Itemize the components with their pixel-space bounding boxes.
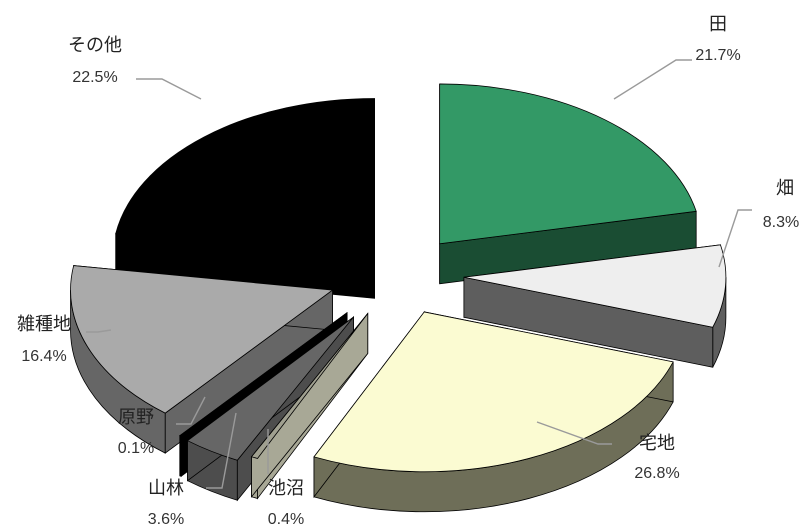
pie-slice-sonota bbox=[115, 98, 375, 299]
label-ta-name: 田 bbox=[709, 14, 727, 35]
label-takuchi-name: 宅地 bbox=[639, 433, 675, 454]
slice-labels: 田 21.7% 畑 8.3% 宅地 26.8% 池沼 0.4% 山林 3.6% … bbox=[17, 14, 799, 528]
pie-slice-top-sonota bbox=[115, 98, 375, 259]
label-hatake-name: 畑 bbox=[776, 178, 794, 199]
label-genya-name: 原野 bbox=[118, 407, 154, 428]
pie-slice-ta bbox=[439, 83, 697, 285]
pie-slice-zasshuchi bbox=[70, 265, 334, 454]
label-takuchi-value: 26.8% bbox=[634, 465, 679, 482]
pie-slice-chisho bbox=[250, 312, 369, 500]
pie-slice-top-zasshuchi bbox=[70, 265, 334, 414]
label-chisho-value: 0.4% bbox=[268, 511, 304, 528]
label-hatake-value: 8.3% bbox=[763, 214, 799, 231]
label-ta-value: 21.7% bbox=[695, 47, 740, 64]
pie-slice-tops bbox=[70, 83, 727, 513]
label-zasshuchi-value: 16.4% bbox=[21, 348, 66, 365]
leader-line-sonota bbox=[136, 78, 202, 100]
label-sanrin-name: 山林 bbox=[148, 478, 184, 499]
pie-slice-top-sanrin bbox=[186, 316, 354, 461]
label-sonota-value: 22.5% bbox=[72, 69, 117, 86]
leader-line-takuchi bbox=[536, 421, 612, 445]
label-zasshuchi-name: 雑種地 bbox=[17, 314, 71, 335]
pie-slice-top-chisho bbox=[250, 313, 369, 459]
leader-line-hatake bbox=[718, 209, 752, 268]
label-chisho-name: 池沼 bbox=[268, 478, 304, 499]
pie-slice-top-genya bbox=[179, 312, 348, 437]
pie-slice-takuchi bbox=[313, 310, 674, 513]
label-genya-value: 0.1% bbox=[118, 440, 154, 457]
leader-line-zasshuchi bbox=[86, 329, 112, 333]
leader-line-genya bbox=[176, 396, 206, 425]
pie-slice-top-hatake bbox=[463, 244, 727, 328]
pie-slice-top-ta bbox=[439, 83, 697, 245]
pie-slice-top-takuchi bbox=[313, 311, 674, 473]
pie-slice-hatake bbox=[463, 244, 727, 368]
label-sanrin-value: 3.6% bbox=[148, 511, 184, 528]
leader-line-sanrin bbox=[206, 412, 237, 489]
leader-lines bbox=[86, 59, 752, 489]
leader-line-ta bbox=[613, 59, 692, 100]
label-sonota-name: その他 bbox=[68, 35, 122, 56]
